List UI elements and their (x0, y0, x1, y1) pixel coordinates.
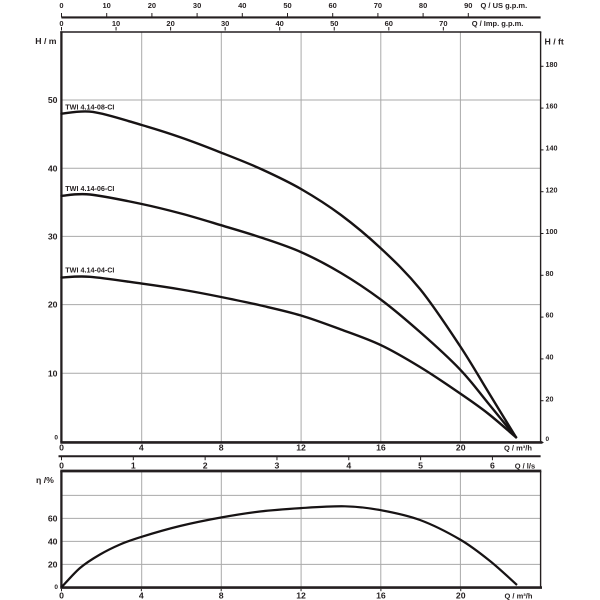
svg-text:0: 0 (54, 584, 58, 591)
svg-text:3: 3 (275, 460, 280, 470)
svg-text:1: 1 (131, 460, 136, 470)
svg-text:2: 2 (203, 460, 208, 470)
svg-text:50: 50 (48, 95, 58, 105)
svg-text:60: 60 (48, 514, 58, 524)
svg-text:70: 70 (439, 19, 447, 28)
svg-text:H / ft: H / ft (545, 37, 564, 47)
svg-text:16: 16 (376, 591, 386, 600)
svg-text:20: 20 (48, 560, 58, 570)
svg-text:30: 30 (221, 19, 229, 28)
svg-text:16: 16 (376, 442, 386, 452)
svg-text:TWI 4.14-06-CI: TWI 4.14-06-CI (65, 184, 114, 193)
svg-text:180: 180 (546, 60, 558, 69)
svg-text:Q / m³/h: Q / m³/h (505, 592, 533, 600)
svg-text:12: 12 (296, 442, 306, 452)
svg-text:40: 40 (48, 537, 58, 547)
svg-text:8: 8 (219, 591, 224, 600)
svg-text:0: 0 (59, 591, 64, 600)
svg-text:0: 0 (59, 460, 64, 470)
svg-text:20: 20 (166, 19, 174, 28)
svg-text:0: 0 (54, 435, 58, 442)
svg-text:6: 6 (490, 460, 495, 470)
svg-text:TWI 4.14-04-CI: TWI 4.14-04-CI (65, 265, 114, 274)
svg-text:160: 160 (546, 102, 558, 111)
svg-text:60: 60 (329, 1, 337, 10)
svg-text:H / m: H / m (35, 36, 57, 46)
svg-text:10: 10 (103, 1, 111, 10)
svg-text:20: 20 (48, 300, 58, 310)
svg-text:0: 0 (59, 1, 63, 10)
svg-text:TWI 4.14-08-CI: TWI 4.14-08-CI (65, 102, 114, 111)
svg-text:60: 60 (385, 19, 393, 28)
svg-text:Q / m³/h: Q / m³/h (504, 443, 532, 452)
svg-text:40: 40 (276, 19, 284, 28)
svg-text:5: 5 (418, 460, 423, 470)
svg-text:4: 4 (346, 460, 351, 470)
svg-text:70: 70 (374, 1, 382, 10)
svg-text:40: 40 (238, 1, 246, 10)
svg-text:Q / Imp. g.p.m.: Q / Imp. g.p.m. (472, 19, 524, 28)
svg-text:4: 4 (139, 591, 144, 600)
svg-text:40: 40 (48, 163, 58, 173)
svg-text:Q / l/s: Q / l/s (515, 461, 535, 470)
svg-text:90: 90 (464, 1, 472, 10)
svg-text:0: 0 (59, 19, 63, 28)
svg-text:60: 60 (546, 311, 554, 320)
svg-text:0: 0 (59, 442, 64, 452)
svg-text:8: 8 (219, 442, 224, 452)
svg-text:Q / US g.p.m.: Q / US g.p.m. (481, 1, 528, 10)
svg-text:10: 10 (48, 368, 58, 378)
svg-text:20: 20 (148, 1, 156, 10)
svg-text:80: 80 (546, 269, 554, 278)
svg-text:10: 10 (112, 19, 120, 28)
svg-text:120: 120 (546, 185, 558, 194)
svg-text:0: 0 (546, 436, 550, 443)
svg-text:40: 40 (546, 353, 554, 362)
svg-text:12: 12 (296, 591, 306, 600)
svg-text:100: 100 (546, 227, 558, 236)
svg-text:η /%: η /% (36, 475, 54, 485)
svg-text:80: 80 (419, 1, 427, 10)
svg-text:20: 20 (456, 591, 466, 600)
svg-text:30: 30 (48, 232, 58, 242)
svg-text:4: 4 (139, 442, 144, 452)
svg-text:50: 50 (330, 19, 338, 28)
svg-text:20: 20 (456, 442, 466, 452)
svg-text:140: 140 (546, 144, 558, 153)
svg-text:30: 30 (193, 1, 201, 10)
svg-text:20: 20 (546, 394, 554, 403)
svg-text:50: 50 (283, 1, 291, 10)
